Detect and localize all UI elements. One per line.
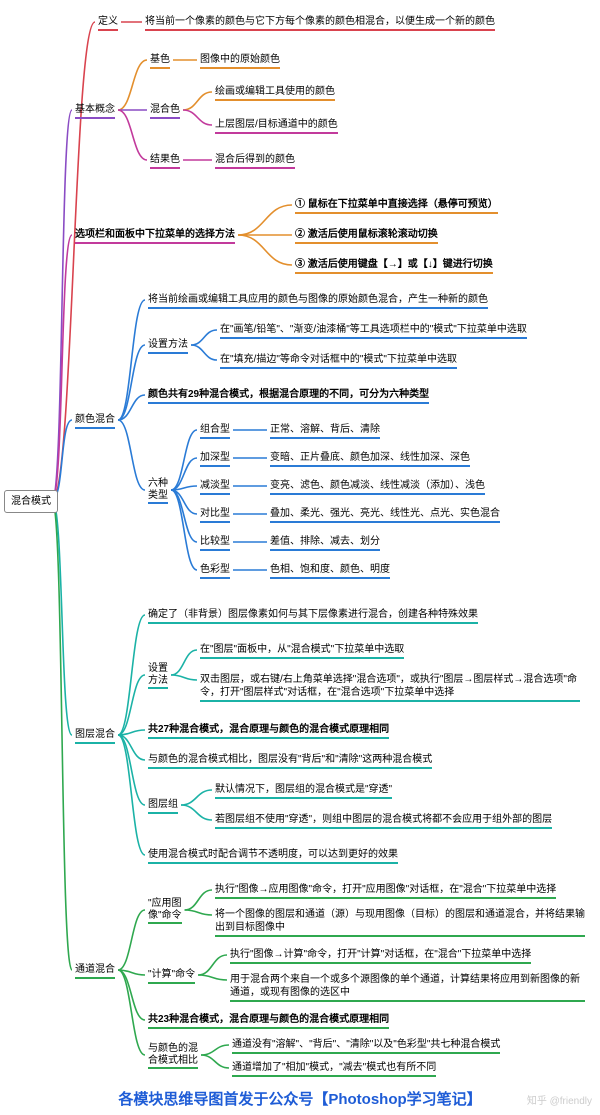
mindmap-node: 共23种混合模式，混合原理与颜色的混合模式原理相同 <box>148 1013 389 1029</box>
mindmap-node: 基色 <box>150 53 170 69</box>
mindmap-node: 执行"图像→计算"命令，打开"计算"对话框，在"混合"下拉菜单中选择 <box>230 948 531 964</box>
root-node: 混合模式 <box>4 490 58 513</box>
mindmap-node: 混合色 <box>150 103 180 119</box>
mindmap-node: 颜色共有29种混合模式，根据混合原理的不同，可分为六种类型 <box>148 388 429 404</box>
mindmap-node: 叠加、柔光、强光、亮光、线性光、点光、实色混合 <box>270 507 500 523</box>
mindmap-node: 默认情况下，图层组的混合模式是"穿透" <box>215 783 392 799</box>
mindmap-node: ② 激活后使用鼠标滚轮滚动切换 <box>295 228 438 244</box>
mindmap-node: 正常、溶解、背后、清除 <box>270 423 380 439</box>
mindmap-node: 加深型 <box>200 451 230 467</box>
mindmap-node: 对比型 <box>200 507 230 523</box>
mindmap-node: 变亮、滤色、颜色减淡、线性减淡（添加）、浅色 <box>270 479 485 495</box>
mindmap-node: 通道混合 <box>75 963 115 979</box>
mindmap-node: 将一个图像的图层和通道（源）与现用图像（目标）的图层和通道混合，并将结果输出到目… <box>215 908 585 937</box>
mindmap-node: 上层图层/目标通道中的颜色 <box>215 118 338 134</box>
footer-text: 各模块思维导图首发于公众号【Photoshop学习笔记】 <box>0 1088 600 1109</box>
mindmap-node: 绘画或编辑工具使用的颜色 <box>215 85 335 101</box>
mindmap-node: 在"填充/描边"等命令对话框中的"模式"下拉菜单中选取 <box>220 353 457 369</box>
mindmap-node: 色相、饱和度、颜色、明度 <box>270 563 390 579</box>
mindmap-node: 图层组 <box>148 798 178 814</box>
mindmap-node: 比较型 <box>200 535 230 551</box>
mindmap-node: 差值、排除、减去、划分 <box>270 535 380 551</box>
mindmap-node: 执行"图像→应用图像"命令，打开"应用图像"对话框，在"混合"下拉菜单中选择 <box>215 883 556 899</box>
mindmap-node: 减淡型 <box>200 479 230 495</box>
mindmap-node: ① 鼠标在下拉菜单中直接选择（悬停可预览） <box>295 198 498 214</box>
mindmap-node: 双击图层，或右键/右上角菜单选择"混合选项"，或执行"图层→图层样式→混合选项"… <box>200 673 580 702</box>
mindmap-node: 若图层组不使用"穿透"，则组中图层的混合模式将都不会应用于组外部的图层 <box>215 813 552 829</box>
mindmap-node: 与颜色的混合模式相比 <box>148 1043 198 1069</box>
mindmap-node: 通道没有"溶解"、"背后"、"清除"以及"色彩型"共七种混合模式 <box>232 1038 500 1054</box>
watermark: 知乎 @friendly <box>527 1092 592 1107</box>
mindmap-node: 色彩型 <box>200 563 230 579</box>
mindmap-node: 混合后得到的颜色 <box>215 153 295 169</box>
mindmap-node: 使用混合模式时配合调节不透明度，可以达到更好的效果 <box>148 848 398 864</box>
mindmap-node: "计算"命令 <box>148 968 195 984</box>
mindmap-node: 六种类型 <box>148 478 168 504</box>
mindmap-node: "应用图像"命令 <box>148 898 182 924</box>
mindmap-node: 通道增加了"相加"模式，"减去"模式也有所不同 <box>232 1061 436 1077</box>
mindmap-node: 将当前绘画或编辑工具应用的颜色与图像的原始颜色混合，产生一种新的颜色 <box>148 293 488 309</box>
mindmap-node: 选项栏和面板中下拉菜单的选择方法 <box>75 228 235 244</box>
mindmap-node: 基本概念 <box>75 103 115 119</box>
mindmap-node: 组合型 <box>200 423 230 439</box>
mindmap-node: 定义 <box>98 15 118 31</box>
mindmap-node: 设置方法 <box>148 663 168 689</box>
mindmap-node: 在"图层"面板中，从"混合模式"下拉菜单中选取 <box>200 643 404 659</box>
mindmap-node: 结果色 <box>150 153 180 169</box>
mindmap-node: 用于混合两个来自一个或多个源图像的单个通道，计算结果将应用到新图像的新通道，或现… <box>230 973 585 1002</box>
mindmap-node: 图像中的原始颜色 <box>200 53 280 69</box>
mindmap-node: 确定了（非背景）图层像素如何与其下层像素进行混合，创建各种特殊效果 <box>148 608 478 624</box>
mindmap-node: ③ 激活后使用键盘【→】或【↓】键进行切换 <box>295 258 493 274</box>
mindmap-node: 图层混合 <box>75 728 115 744</box>
mindmap-node: 在"画笔/铅笔"、"渐变/油漆桶"等工具选项栏中的"模式"下拉菜单中选取 <box>220 323 527 339</box>
mindmap-node: 变暗、正片叠底、颜色加深、线性加深、深色 <box>270 451 470 467</box>
mindmap-node: 共27种混合模式，混合原理与颜色的混合模式原理相同 <box>148 723 389 739</box>
mindmap-node: 颜色混合 <box>75 413 115 429</box>
mindmap-node: 与颜色的混合模式相比，图层没有"背后"和"清除"这两种混合模式 <box>148 753 432 769</box>
mindmap-node: 设置方法 <box>148 338 188 354</box>
mindmap-node: 将当前一个像素的颜色与它下方每个像素的颜色相混合，以便生成一个新的颜色 <box>145 15 495 31</box>
